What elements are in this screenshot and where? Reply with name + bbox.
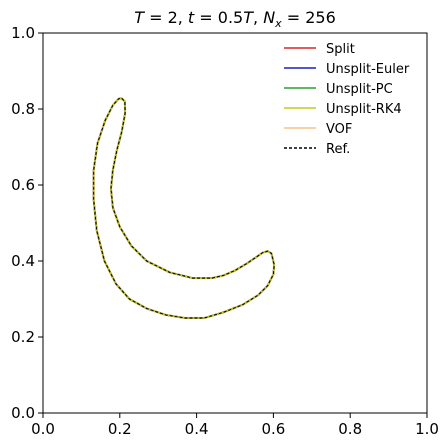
y-tick-label: 1.0 (11, 24, 35, 42)
legend-label: Unsplit-Euler (326, 62, 410, 77)
y-tick-label: 0.2 (11, 328, 35, 346)
x-tick-label: 0.2 (108, 420, 132, 438)
series-line-ref (93, 97, 275, 319)
y-tick-label: 0.0 (11, 404, 35, 422)
y-tick-label: 0.8 (11, 100, 35, 118)
legend-label: Split (326, 42, 355, 57)
interface-curves (92, 97, 276, 320)
x-tick-label: 0.4 (185, 420, 209, 438)
y-axis: 0.0 0.2 0.4 0.6 0.8 1.0 (11, 24, 43, 422)
x-tick-label: 0.6 (261, 420, 285, 438)
legend-label: VOF (326, 122, 352, 137)
legend-label: Unsplit-RK4 (326, 102, 402, 117)
legend-label: Ref. (326, 142, 350, 157)
x-tick-label: 0.0 (31, 420, 55, 438)
legend: Split Unsplit-Euler Unsplit-PC Unsplit-RK4 V… (284, 42, 410, 157)
legend-label: Unsplit-PC (326, 82, 393, 97)
y-tick-label: 0.4 (11, 252, 35, 270)
chart-title: T = 2, t = 0.5T, Nx = 256 (134, 8, 336, 30)
x-axis: 0.0 0.2 0.4 0.6 0.8 1.0 (31, 413, 439, 438)
x-tick-label: 0.8 (338, 420, 362, 438)
y-tick-label: 0.6 (11, 176, 35, 194)
plot-frame (42, 32, 428, 414)
x-tick-label: 1.0 (415, 420, 439, 438)
